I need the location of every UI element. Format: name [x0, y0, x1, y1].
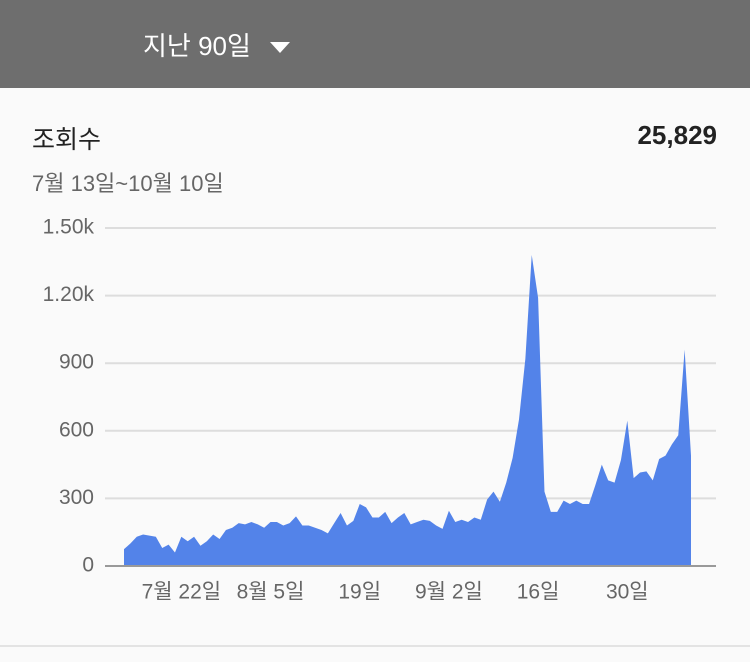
- divider: [0, 645, 750, 647]
- y-tick-label: 600: [59, 418, 94, 441]
- y-tick-label: 300: [59, 486, 94, 509]
- y-tick-label: 0: [82, 554, 94, 577]
- x-tick-label: 7월 22일: [142, 581, 222, 604]
- y-tick-label: 900: [59, 351, 94, 374]
- period-selector[interactable]: 지난 90일: [143, 26, 291, 63]
- x-tick-label: 16일: [517, 581, 560, 604]
- views-area: [124, 255, 691, 567]
- chart: 0 300 600 900 1.20k 1.50k 7월 22일 8월 5일 19일 9월 2일 1…: [43, 216, 716, 604]
- period-label[interactable]: 지난 90일: [143, 31, 251, 61]
- x-tick-label: 19일: [338, 581, 381, 604]
- y-tick-label: 1.50k: [43, 216, 95, 239]
- top-bar: 지난 90일: [0, 0, 750, 88]
- card-title: 조회수: [32, 126, 102, 154]
- x-tick-label: 30일: [606, 581, 649, 604]
- dropdown-icon[interactable]: [270, 42, 291, 54]
- total-views: 25,829: [637, 120, 717, 150]
- date-range: 7월 13일~10월 10일: [32, 171, 224, 196]
- y-tick-label: 1.20k: [43, 283, 95, 306]
- views-card: 조회수 25,829 7월 13일~10월 10일 0 300 600 900 1.20…: [0, 88, 750, 662]
- x-tick-label: 9월 2일: [415, 581, 483, 604]
- x-tick-label: 8월 5일: [237, 581, 305, 604]
